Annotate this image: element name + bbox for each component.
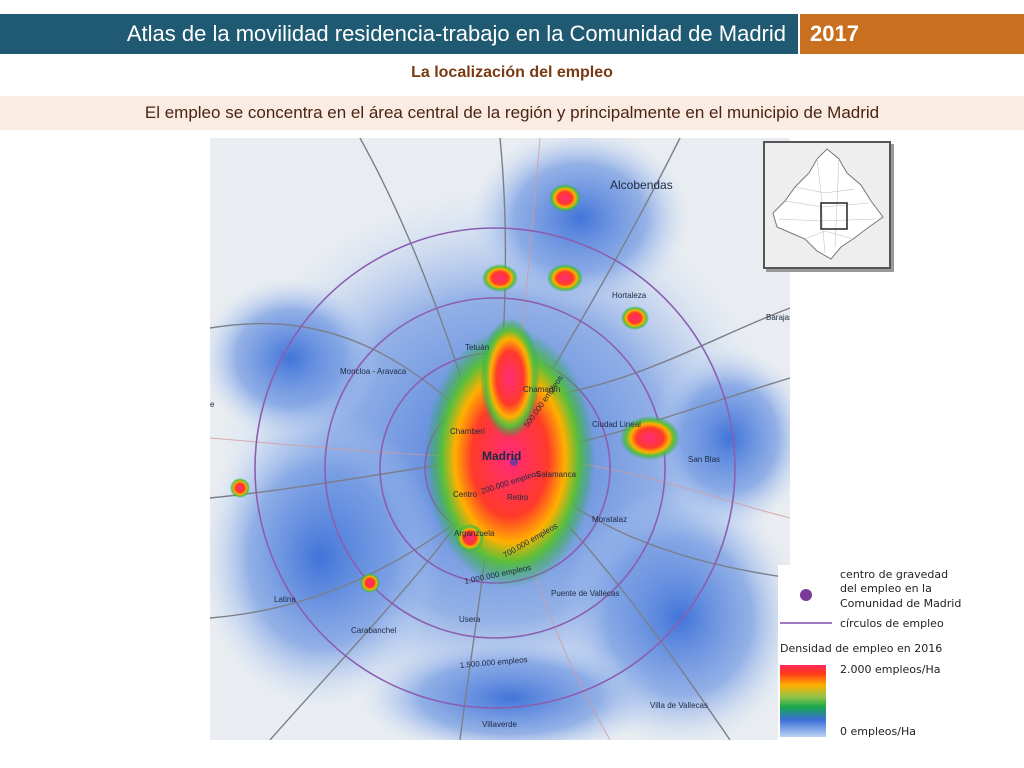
map-svg: Alcobendas Hortaleza Barajas Tetuán Cham… xyxy=(210,138,790,740)
title-bar: Atlas de la movilidad residencia-trabajo… xyxy=(0,14,798,54)
label-hortaleza: Hortaleza xyxy=(612,291,647,300)
label-alcobendas: Alcobendas xyxy=(610,178,673,192)
label-centro: Centro xyxy=(453,490,478,499)
year-badge: 2017 xyxy=(800,14,1024,54)
section-subtitle: La localización del empleo xyxy=(411,64,613,81)
locator-inset-map xyxy=(763,141,891,269)
atlas-title: Atlas de la movilidad residencia-trabajo… xyxy=(126,21,786,46)
year-text: 2017 xyxy=(810,21,859,46)
label-arganzuela: Arganzuela xyxy=(454,529,495,538)
label-ciudad-lineal: Ciudad Lineal xyxy=(592,420,641,429)
legend-circles-label: círculos de empleo xyxy=(840,617,944,630)
label-salamanca: Salamanca xyxy=(536,470,577,479)
label-villaverde: Villaverde xyxy=(482,720,518,729)
label-moncloa: Moncloa - Aravaca xyxy=(340,367,407,376)
circle-1-5m xyxy=(254,227,736,709)
label-latina: Latina xyxy=(274,595,296,604)
inset-svg xyxy=(772,148,884,260)
label-madrid: Madrid xyxy=(482,449,521,463)
study-area-box xyxy=(820,202,848,230)
legend-centroid-line-2: del empleo en la xyxy=(840,582,932,595)
label-barajas: Barajas xyxy=(766,313,790,322)
legend-centroid-line-3: Comunidad de Madrid xyxy=(840,597,962,610)
label-chamberi: Chamberí xyxy=(450,427,486,436)
circle-1m xyxy=(324,297,666,639)
label-usera: Usera xyxy=(459,615,481,624)
label-san-blas: San Blas xyxy=(688,455,720,464)
region-outline xyxy=(772,148,884,260)
label-retiro: Retiro xyxy=(507,493,529,502)
legend-max-label: 2.000 empleos/Ha xyxy=(840,663,941,676)
label-puente-vallecas: Puente de Vallecas xyxy=(551,589,619,598)
employment-hotspots xyxy=(230,184,680,593)
headline-text: El empleo se concentra en el área centra… xyxy=(144,103,880,122)
density-color-ramp xyxy=(780,665,826,737)
legend-density-title: Densidad de empleo en 2016 xyxy=(780,642,943,655)
label-moratalaz: Moratalaz xyxy=(592,515,627,524)
centroid-marker xyxy=(510,458,518,466)
label-carabanchel: Carabanchel xyxy=(351,626,397,635)
employment-density-map: Alcobendas Hortaleza Barajas Tetuán Cham… xyxy=(210,138,790,740)
label-tetuan: Tetuán xyxy=(465,343,489,352)
place-labels: Alcobendas Hortaleza Barajas Tetuán Cham… xyxy=(210,178,790,729)
label-chamartin: Chamartín xyxy=(523,385,560,394)
circle-legend-line xyxy=(780,622,832,624)
headline-banner: El empleo se concentra en el área centra… xyxy=(0,96,1024,130)
centroid-legend-dot xyxy=(800,589,812,601)
label-villa-vallecas: Villa de Vallecas xyxy=(650,701,708,710)
legend-centroid-line-1: centro de gravedad xyxy=(840,568,949,581)
map-legend: centro de gravedad del empleo en la Comu… xyxy=(778,565,998,745)
label-edge-fragment: e xyxy=(210,400,215,409)
legend-min-label: 0 empleos/Ha xyxy=(840,725,916,738)
